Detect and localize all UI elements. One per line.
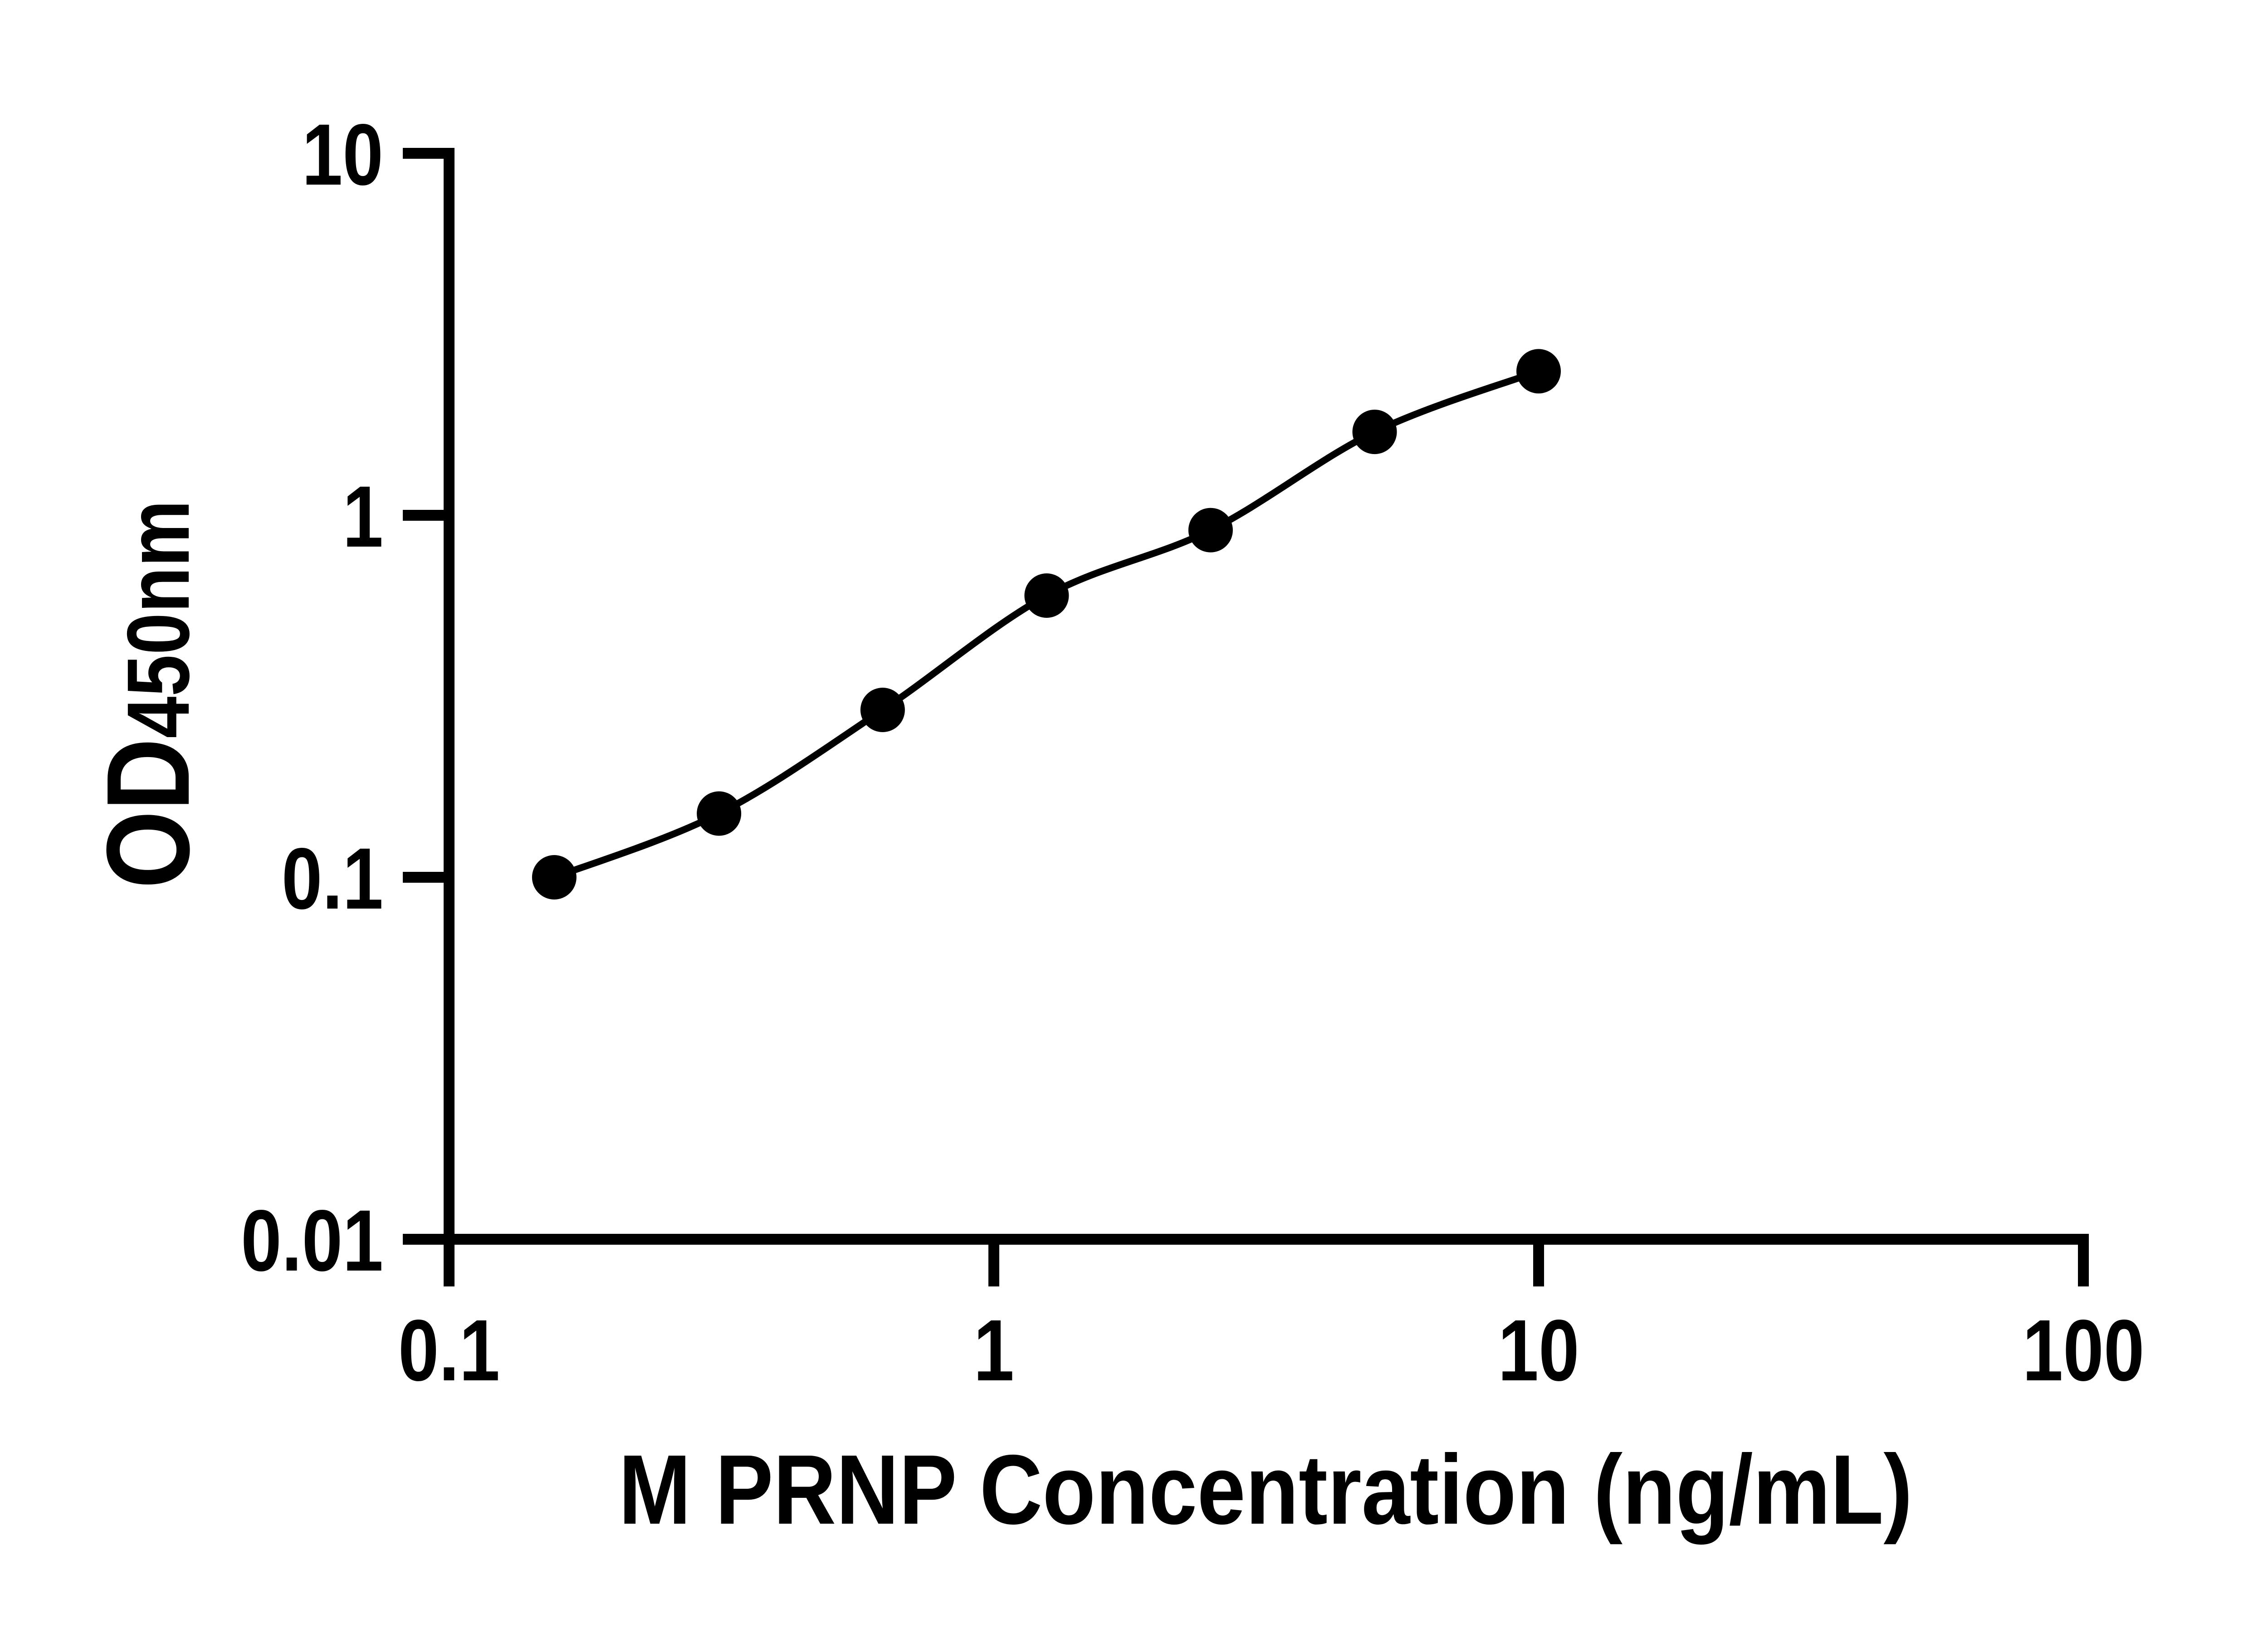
- y-axis-title: OD450nm: [83, 500, 214, 889]
- data-point: [1188, 508, 1233, 552]
- data-point: [1024, 573, 1069, 618]
- x-tick-label-1: 1: [973, 1301, 1014, 1399]
- y-tick-label-0.01: 0.01: [241, 1192, 383, 1289]
- x-tick-labels: 0.1 1 10 100: [398, 1301, 2145, 1399]
- y-tick-label-0.1: 0.1: [282, 830, 383, 927]
- data-point: [860, 688, 905, 732]
- data-point: [1352, 410, 1397, 455]
- y-axis-title-main: OD: [83, 738, 214, 889]
- y-tick-label-10: 10: [302, 106, 383, 203]
- x-tick-label-100: 100: [2022, 1301, 2144, 1399]
- data-point: [697, 791, 742, 836]
- y-axis-title-sub: 450nm: [109, 500, 208, 738]
- y-tick-labels: 10 1 0.1 0.01: [241, 106, 383, 1289]
- data-point: [1516, 349, 1561, 394]
- axes: [403, 148, 2089, 1286]
- data-point: [532, 855, 577, 900]
- x-tick-label-10: 10: [1498, 1301, 1579, 1399]
- data-points-group: [532, 349, 1561, 900]
- x-tick-label-0.1: 0.1: [398, 1301, 500, 1399]
- x-axis-title: M PRNP Concentration (ng/mL): [619, 1434, 1913, 1545]
- y-tick-label-1: 1: [342, 468, 383, 565]
